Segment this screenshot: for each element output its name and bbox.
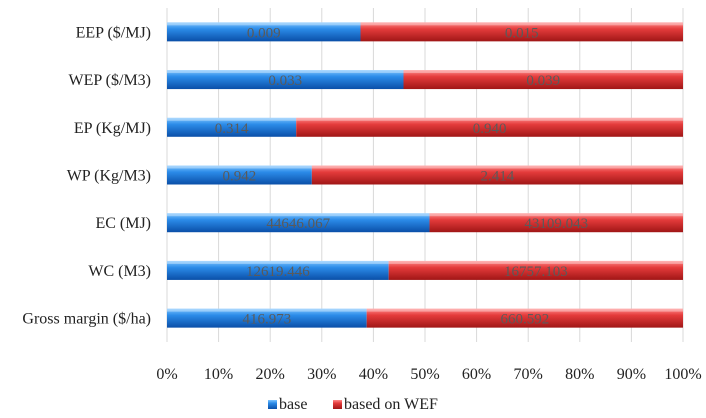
x-tick-label: 60% (462, 366, 491, 383)
x-tick-label: 70% (514, 366, 543, 383)
x-tick-label: 50% (410, 366, 439, 383)
bar-base (167, 22, 361, 42)
data-label: 0.015 (505, 25, 539, 41)
bar-highlight (366, 308, 683, 312)
bar-highlight (296, 117, 683, 121)
data-label: 0.039 (526, 73, 560, 89)
bar-highlight (167, 117, 297, 121)
bar-base (167, 308, 367, 328)
x-tick-label: 30% (307, 366, 336, 383)
bar-highlight (360, 22, 683, 26)
x-tick-label: 40% (359, 366, 388, 383)
category-label: EP (Kg/MJ) (74, 120, 151, 137)
bar-highlight (403, 70, 683, 74)
x-tick-labels: 0% 10% 20% 30% 40% 50% 60% 70% 80% 90% 100% (156, 366, 701, 383)
category-label: WP (Kg/M3) (67, 168, 151, 185)
bar-highlight (167, 308, 367, 312)
bar-based-on-wef (388, 260, 683, 280)
x-tick-label: 100% (664, 366, 701, 383)
bar-based-on-wef (366, 308, 683, 328)
bar-highlight (167, 22, 361, 26)
legend-swatch-based-on-wef (333, 400, 342, 409)
data-label: 0.942 (223, 169, 257, 185)
bar-highlight (311, 165, 683, 169)
category-label: EEP ($/MJ) (76, 24, 151, 41)
bar-based-on-wef (429, 213, 683, 233)
bar-highlight (388, 260, 683, 264)
data-label: 2.414 (481, 169, 515, 185)
x-tick-label: 0% (156, 366, 177, 383)
category-label: WEP ($/M3) (68, 72, 151, 89)
bar-based-on-wef (360, 22, 683, 42)
bar-highlight (167, 70, 404, 74)
data-label: 0.033 (268, 73, 302, 89)
x-tick-label: 10% (204, 366, 233, 383)
legend-label: based on WEF (344, 396, 438, 413)
legend-swatch-base (268, 400, 277, 409)
category-labels: EEP ($/MJ) WEP ($/M3) EP (Kg/MJ) WP (Kg/M3)… (22, 24, 151, 327)
data-label: 416.973 (242, 312, 291, 328)
bar-base (167, 117, 297, 137)
bar-based-on-wef (311, 165, 683, 185)
data-label: 0.940 (473, 121, 507, 137)
data-label: 0.314 (215, 121, 249, 137)
bar-based-on-wef (296, 117, 683, 137)
category-label: EC (MJ) (95, 215, 151, 232)
data-label: 12619.446 (246, 264, 310, 280)
category-label: Gross margin ($/ha) (22, 311, 151, 328)
data-label: 16757.103 (504, 264, 568, 280)
data-label: 660.592 (500, 312, 549, 328)
bar-highlight (167, 165, 312, 169)
legend: base based on WEF (268, 396, 438, 413)
data-label: 0.009 (247, 25, 281, 41)
bar-base (167, 70, 404, 90)
bars: 0.009 0.015 0.033 0.039 0.314 0.940 0.942 2.414… (167, 22, 683, 328)
bar-base (167, 213, 430, 233)
data-label: 43109.043 (524, 216, 588, 232)
data-label: 44646.067 (266, 216, 330, 232)
bar-based-on-wef (403, 70, 683, 90)
bar-highlight (167, 213, 430, 217)
bar-highlight (429, 213, 683, 217)
x-tick-label: 20% (256, 366, 285, 383)
bar-base (167, 260, 389, 280)
x-tick-label: 80% (565, 366, 594, 383)
x-tick-label: 90% (617, 366, 646, 383)
bar-highlight (167, 260, 389, 264)
legend-label: base (279, 396, 307, 413)
category-label: WC (M3) (88, 263, 151, 280)
bar-base (167, 165, 312, 185)
